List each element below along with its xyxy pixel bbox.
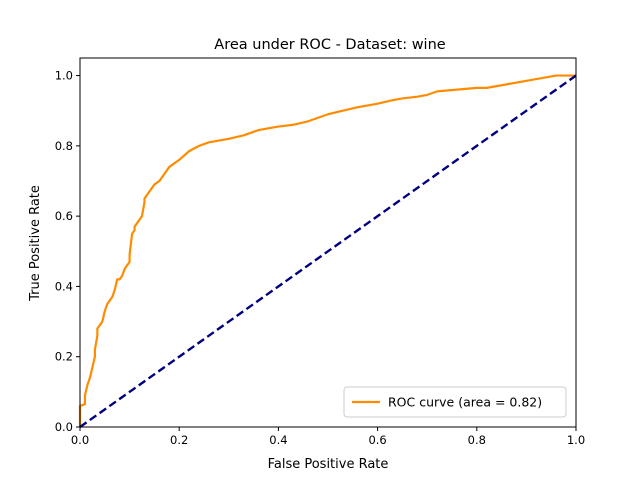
axes-frame [79,57,577,428]
x-axis-label: False Positive Rate [268,457,389,472]
y-tick-label: 0.8 [55,139,73,153]
y-tick-label: 0.6 [55,209,73,223]
x-tick-label: 0.8 [468,433,486,447]
legend-box [343,386,567,418]
y-axis-label: True Positive Rate [28,185,43,302]
plot-area [78,74,577,428]
legend: ROC curve (area = 0.82) [343,386,567,418]
legend-label: ROC curve (area = 0.82) [388,395,542,410]
x-tick-label: 0.2 [170,433,188,447]
roc-curve-line [78,74,576,427]
y-tick-label: 0.0 [55,420,73,434]
chance-diagonal-line [79,74,577,428]
chart-title: Area under ROC - Dataset: wine [214,37,445,53]
y-tick-label: 0.2 [55,350,73,364]
y-tick-label: 1.0 [55,69,73,83]
x-tick-label: 0.6 [368,433,386,447]
axes: 0.0 0.2 0.4 0.6 0.8 1.0 0.0 0.2 0.4 0.6 0.8 1.0 [55,57,585,447]
x-tick-label: 0.0 [71,433,89,447]
y-tick-label: 0.4 [55,279,73,293]
x-tick-label: 0.4 [269,433,287,447]
x-tick-label: 1.0 [567,433,585,447]
